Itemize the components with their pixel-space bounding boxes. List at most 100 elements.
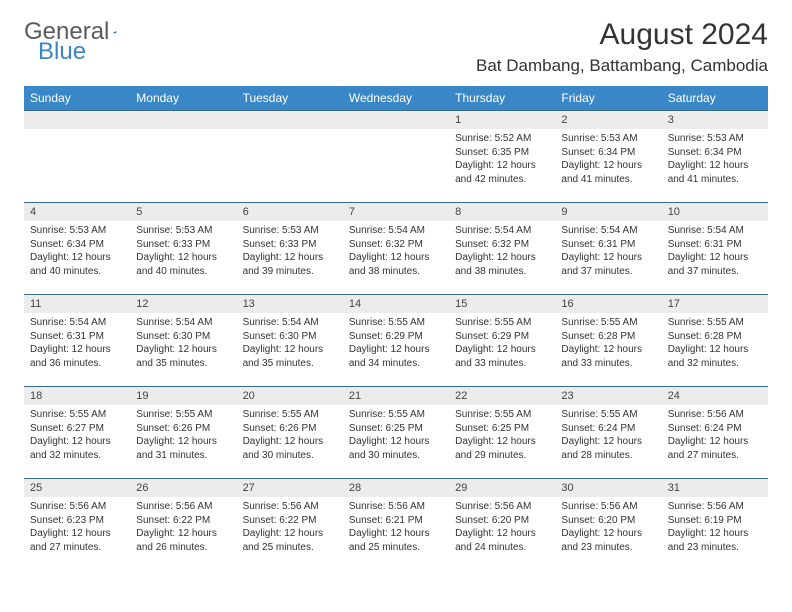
day-content: Sunrise: 5:56 AMSunset: 6:21 PMDaylight:… [343, 497, 449, 559]
weekday-header: Thursday [449, 86, 555, 111]
day-number: 10 [662, 203, 768, 221]
calendar-day-cell: 25Sunrise: 5:56 AMSunset: 6:23 PMDayligh… [24, 479, 130, 571]
day-number: 27 [237, 479, 343, 497]
day-content: Sunrise: 5:54 AMSunset: 6:31 PMDaylight:… [555, 221, 661, 283]
day-content: Sunrise: 5:53 AMSunset: 6:33 PMDaylight:… [237, 221, 343, 283]
calendar-day-cell: 9Sunrise: 5:54 AMSunset: 6:31 PMDaylight… [555, 203, 661, 295]
day-number: 1 [449, 111, 555, 129]
day-number: 17 [662, 295, 768, 313]
day-number: 13 [237, 295, 343, 313]
day-content: Sunrise: 5:55 AMSunset: 6:28 PMDaylight:… [555, 313, 661, 375]
day-content: Sunrise: 5:54 AMSunset: 6:31 PMDaylight:… [662, 221, 768, 283]
day-content: Sunrise: 5:55 AMSunset: 6:25 PMDaylight:… [343, 405, 449, 467]
calendar-week-row: 4Sunrise: 5:53 AMSunset: 6:34 PMDaylight… [24, 203, 768, 295]
calendar-day-cell [130, 111, 236, 203]
weekday-header: Tuesday [237, 86, 343, 111]
day-content: Sunrise: 5:52 AMSunset: 6:35 PMDaylight:… [449, 129, 555, 191]
title-block: August 2024 Bat Dambang, Battambang, Cam… [476, 18, 768, 76]
calendar-day-cell: 31Sunrise: 5:56 AMSunset: 6:19 PMDayligh… [662, 479, 768, 571]
calendar-day-cell [237, 111, 343, 203]
day-number: 23 [555, 387, 661, 405]
day-content: Sunrise: 5:55 AMSunset: 6:26 PMDaylight:… [237, 405, 343, 467]
calendar-day-cell: 7Sunrise: 5:54 AMSunset: 6:32 PMDaylight… [343, 203, 449, 295]
calendar-day-cell: 21Sunrise: 5:55 AMSunset: 6:25 PMDayligh… [343, 387, 449, 479]
day-content: Sunrise: 5:53 AMSunset: 6:34 PMDaylight:… [662, 129, 768, 191]
day-number: 28 [343, 479, 449, 497]
header: General August 2024 Bat Dambang, Battamb… [24, 18, 768, 76]
calendar-day-cell: 11Sunrise: 5:54 AMSunset: 6:31 PMDayligh… [24, 295, 130, 387]
calendar-day-cell: 3Sunrise: 5:53 AMSunset: 6:34 PMDaylight… [662, 111, 768, 203]
calendar-day-cell: 18Sunrise: 5:55 AMSunset: 6:27 PMDayligh… [24, 387, 130, 479]
calendar-body: 1Sunrise: 5:52 AMSunset: 6:35 PMDaylight… [24, 111, 768, 571]
day-content: Sunrise: 5:55 AMSunset: 6:29 PMDaylight:… [343, 313, 449, 375]
calendar-day-cell [24, 111, 130, 203]
calendar-day-cell: 24Sunrise: 5:56 AMSunset: 6:24 PMDayligh… [662, 387, 768, 479]
day-number: 15 [449, 295, 555, 313]
day-number: 8 [449, 203, 555, 221]
day-content: Sunrise: 5:53 AMSunset: 6:34 PMDaylight:… [555, 129, 661, 191]
weekday-header-row: SundayMondayTuesdayWednesdayThursdayFrid… [24, 86, 768, 111]
day-content: Sunrise: 5:55 AMSunset: 6:25 PMDaylight:… [449, 405, 555, 467]
day-number-empty [237, 111, 343, 129]
calendar-day-cell: 13Sunrise: 5:54 AMSunset: 6:30 PMDayligh… [237, 295, 343, 387]
calendar-week-row: 18Sunrise: 5:55 AMSunset: 6:27 PMDayligh… [24, 387, 768, 479]
calendar-day-cell: 15Sunrise: 5:55 AMSunset: 6:29 PMDayligh… [449, 295, 555, 387]
day-number: 2 [555, 111, 661, 129]
calendar-day-cell: 12Sunrise: 5:54 AMSunset: 6:30 PMDayligh… [130, 295, 236, 387]
calendar-day-cell: 20Sunrise: 5:55 AMSunset: 6:26 PMDayligh… [237, 387, 343, 479]
day-content: Sunrise: 5:56 AMSunset: 6:22 PMDaylight:… [237, 497, 343, 559]
calendar-day-cell: 8Sunrise: 5:54 AMSunset: 6:32 PMDaylight… [449, 203, 555, 295]
day-number: 11 [24, 295, 130, 313]
calendar-day-cell: 14Sunrise: 5:55 AMSunset: 6:29 PMDayligh… [343, 295, 449, 387]
day-number: 5 [130, 203, 236, 221]
logo-triangle-icon [113, 23, 117, 41]
weekday-header: Friday [555, 86, 661, 111]
day-number-empty [24, 111, 130, 129]
day-number: 26 [130, 479, 236, 497]
weekday-header: Sunday [24, 86, 130, 111]
day-content: Sunrise: 5:56 AMSunset: 6:20 PMDaylight:… [555, 497, 661, 559]
day-number: 31 [662, 479, 768, 497]
day-content: Sunrise: 5:56 AMSunset: 6:22 PMDaylight:… [130, 497, 236, 559]
day-content: Sunrise: 5:55 AMSunset: 6:24 PMDaylight:… [555, 405, 661, 467]
weekday-header: Saturday [662, 86, 768, 111]
calendar-week-row: 11Sunrise: 5:54 AMSunset: 6:31 PMDayligh… [24, 295, 768, 387]
day-number: 6 [237, 203, 343, 221]
day-number: 12 [130, 295, 236, 313]
day-content: Sunrise: 5:54 AMSunset: 6:31 PMDaylight:… [24, 313, 130, 375]
calendar-day-cell: 28Sunrise: 5:56 AMSunset: 6:21 PMDayligh… [343, 479, 449, 571]
day-number: 22 [449, 387, 555, 405]
calendar-day-cell [343, 111, 449, 203]
calendar-day-cell: 29Sunrise: 5:56 AMSunset: 6:20 PMDayligh… [449, 479, 555, 571]
calendar-day-cell: 6Sunrise: 5:53 AMSunset: 6:33 PMDaylight… [237, 203, 343, 295]
calendar-day-cell: 19Sunrise: 5:55 AMSunset: 6:26 PMDayligh… [130, 387, 236, 479]
day-number: 14 [343, 295, 449, 313]
calendar-day-cell: 2Sunrise: 5:53 AMSunset: 6:34 PMDaylight… [555, 111, 661, 203]
calendar-day-cell: 5Sunrise: 5:53 AMSunset: 6:33 PMDaylight… [130, 203, 236, 295]
month-title: August 2024 [476, 18, 768, 52]
day-number: 3 [662, 111, 768, 129]
calendar-week-row: 25Sunrise: 5:56 AMSunset: 6:23 PMDayligh… [24, 479, 768, 571]
day-content: Sunrise: 5:55 AMSunset: 6:27 PMDaylight:… [24, 405, 130, 467]
day-number: 16 [555, 295, 661, 313]
day-content: Sunrise: 5:55 AMSunset: 6:28 PMDaylight:… [662, 313, 768, 375]
day-content: Sunrise: 5:54 AMSunset: 6:32 PMDaylight:… [449, 221, 555, 283]
calendar-day-cell: 30Sunrise: 5:56 AMSunset: 6:20 PMDayligh… [555, 479, 661, 571]
day-number: 24 [662, 387, 768, 405]
day-content: Sunrise: 5:56 AMSunset: 6:23 PMDaylight:… [24, 497, 130, 559]
day-number: 25 [24, 479, 130, 497]
calendar-day-cell: 16Sunrise: 5:55 AMSunset: 6:28 PMDayligh… [555, 295, 661, 387]
day-number-empty [130, 111, 236, 129]
day-content: Sunrise: 5:54 AMSunset: 6:30 PMDaylight:… [130, 313, 236, 375]
calendar-day-cell: 17Sunrise: 5:55 AMSunset: 6:28 PMDayligh… [662, 295, 768, 387]
logo-text-blue: Blue [38, 38, 86, 66]
day-number: 19 [130, 387, 236, 405]
day-content: Sunrise: 5:53 AMSunset: 6:34 PMDaylight:… [24, 221, 130, 283]
day-content: Sunrise: 5:56 AMSunset: 6:24 PMDaylight:… [662, 405, 768, 467]
day-content: Sunrise: 5:55 AMSunset: 6:26 PMDaylight:… [130, 405, 236, 467]
day-number: 30 [555, 479, 661, 497]
day-number: 7 [343, 203, 449, 221]
calendar-week-row: 1Sunrise: 5:52 AMSunset: 6:35 PMDaylight… [24, 111, 768, 203]
location: Bat Dambang, Battambang, Cambodia [476, 56, 768, 76]
day-number: 9 [555, 203, 661, 221]
